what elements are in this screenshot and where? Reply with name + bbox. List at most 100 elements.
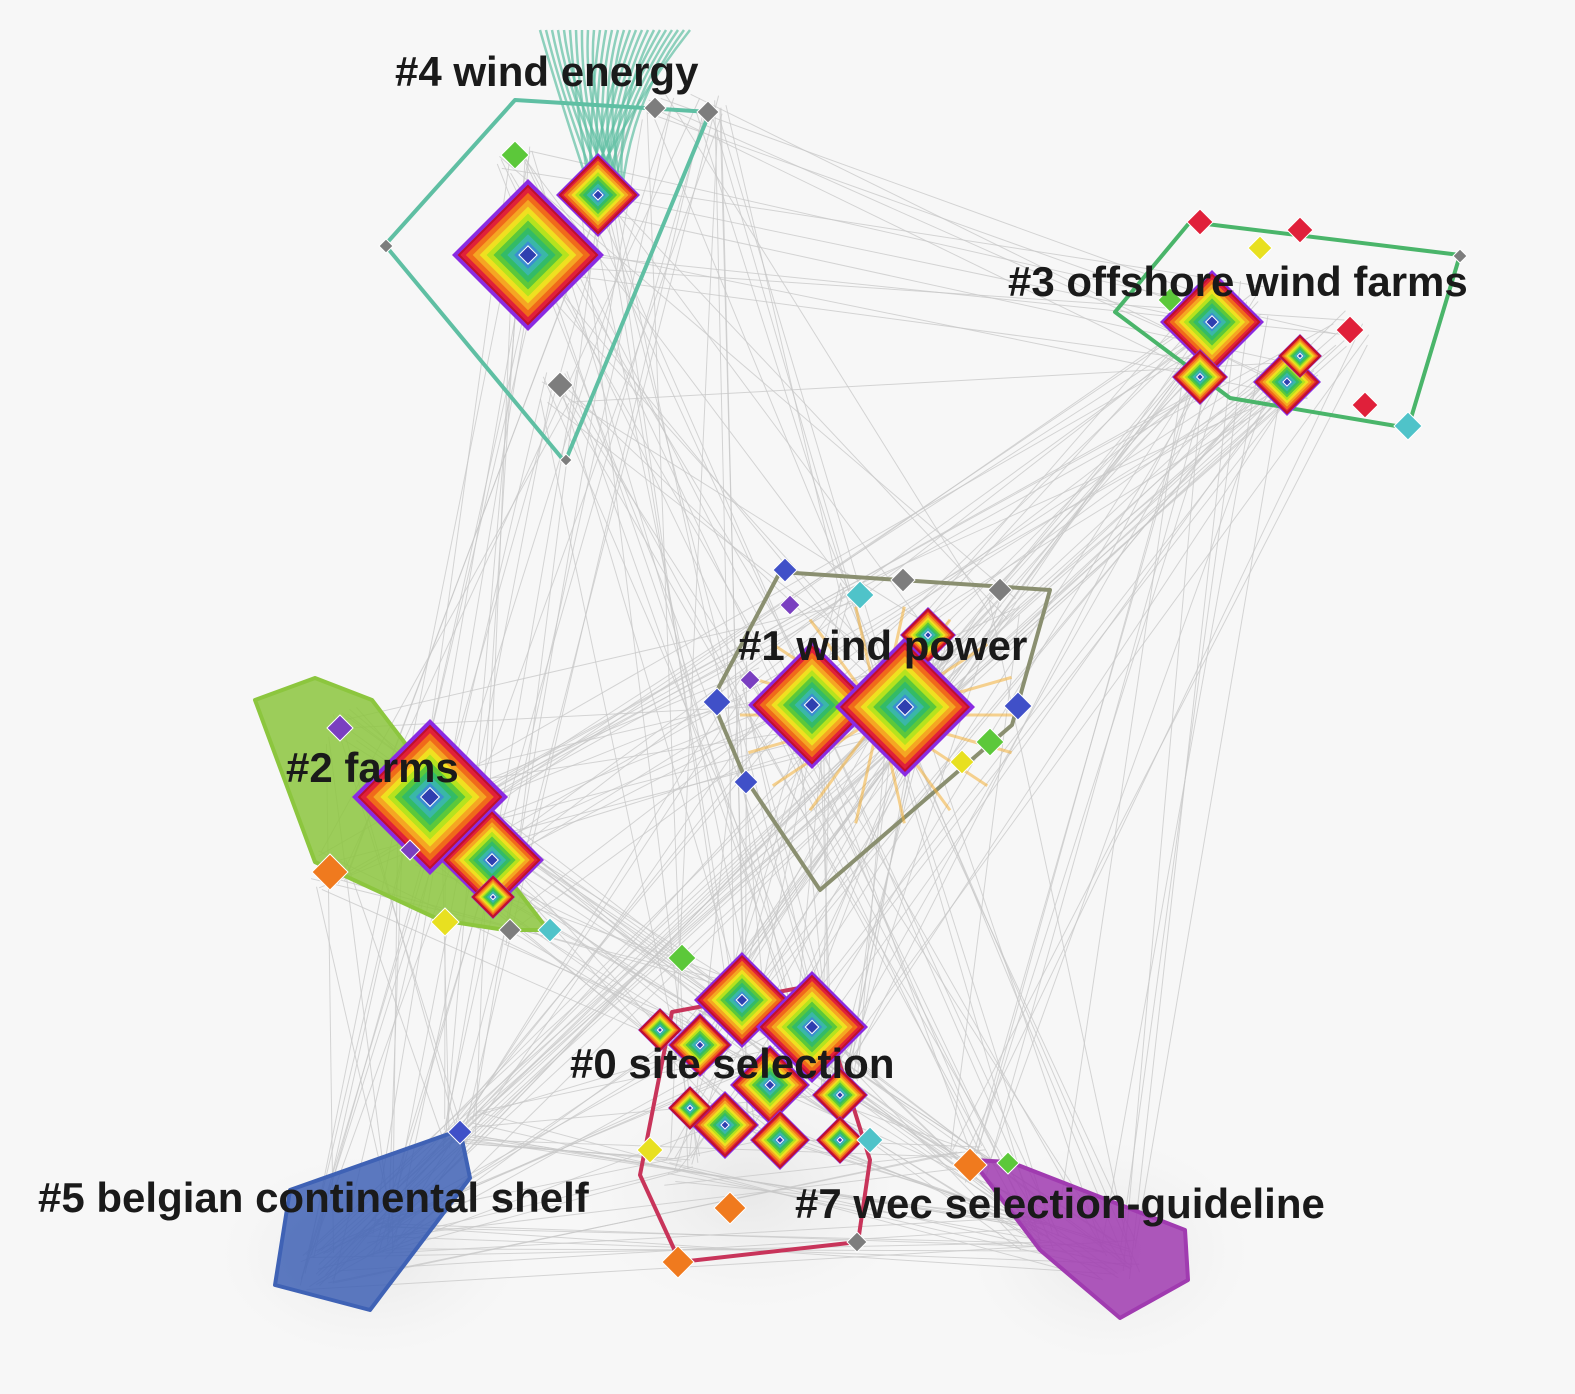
- citation-link: [600, 194, 1210, 323]
- citation-link: [611, 186, 797, 1034]
- citation-node: [1003, 691, 1033, 721]
- citation-link: [346, 323, 1334, 877]
- citation-link: [843, 1094, 967, 1161]
- citation-link: [976, 334, 1206, 1153]
- citation-link: [368, 363, 1312, 1232]
- citation-link: [499, 156, 1016, 599]
- citation-link: [719, 120, 894, 699]
- citation-link: [469, 1054, 681, 1118]
- citation-link: [571, 362, 1279, 403]
- citation-core: [764, 1079, 776, 1091]
- citation-link: [464, 113, 704, 1131]
- citation-link: [542, 376, 828, 1034]
- citation-node: [498, 918, 522, 942]
- citation-link: [850, 722, 895, 1075]
- citation-node: [378, 238, 394, 254]
- citation-link: [767, 364, 1273, 696]
- citation-core: [485, 853, 499, 867]
- citation-link: [989, 357, 1281, 1163]
- cluster-label-7: #7 wec selection-guideline: [795, 1180, 1325, 1227]
- cluster-label-5: #5 belgian continental shelf: [38, 1174, 590, 1221]
- citation-link: [500, 158, 985, 1162]
- cluster-label-3: #3 offshore wind farms: [1008, 258, 1468, 305]
- citation-node: [739, 669, 761, 691]
- citation-link: [425, 292, 1235, 853]
- citation-node: [1247, 235, 1273, 261]
- citation-node: [430, 907, 460, 937]
- citation-link: [300, 97, 675, 1281]
- citation-node: [1351, 391, 1379, 419]
- citation-link: [541, 258, 827, 1087]
- citation-link: [844, 383, 1306, 592]
- citation-node: [500, 140, 530, 170]
- citation-ring-node: [835, 637, 975, 777]
- citation-link: [894, 315, 1223, 714]
- citation-node: [311, 853, 349, 891]
- citation-node: [733, 769, 759, 795]
- citation-link: [922, 718, 1103, 1249]
- citation-link: [647, 112, 1220, 318]
- citation-core: [695, 1040, 705, 1050]
- citation-node: [1452, 248, 1468, 264]
- citation-core: [803, 696, 821, 714]
- citation-link: [1101, 315, 1269, 1245]
- citation-node: [949, 749, 975, 775]
- citation-link: [764, 364, 1296, 1111]
- citation-node: [537, 917, 563, 943]
- citation-node: [996, 1151, 1020, 1175]
- citation-link: [531, 150, 794, 1030]
- citation-ring-node: [440, 808, 544, 912]
- citation-ring-node: [812, 1067, 868, 1123]
- citation-node: [952, 1147, 988, 1183]
- cluster-hull-5: [273, 1128, 472, 1312]
- citation-core: [1296, 352, 1304, 360]
- citation-node: [975, 727, 1005, 757]
- citation-link: [714, 100, 736, 1010]
- citation-node: [779, 594, 801, 616]
- citation-ring-node: [638, 1008, 682, 1052]
- citation-link: [1122, 310, 1210, 1272]
- citation-link: [599, 179, 839, 1106]
- citation-ring-node: [694, 952, 790, 1048]
- citation-link: [492, 844, 758, 1136]
- citation-core: [720, 1120, 730, 1130]
- citation-ring-node: [352, 719, 508, 875]
- citation-core: [592, 189, 604, 201]
- citation-ring-node: [750, 1110, 810, 1170]
- citation-link: [838, 376, 1202, 1089]
- citation-link: [510, 235, 1308, 400]
- citation-link: [304, 151, 531, 1274]
- citation-link: [305, 370, 1315, 1255]
- citation-core: [895, 697, 915, 717]
- citation-node: [636, 1136, 664, 1164]
- citation-link: [496, 163, 859, 1082]
- citation-link: [541, 381, 959, 644]
- citation-ring-node: [471, 875, 515, 919]
- citation-link: [674, 703, 818, 1172]
- citation-core: [489, 893, 497, 901]
- citation-core: [835, 1090, 845, 1100]
- citation-core: [923, 630, 933, 640]
- citation-node: [661, 1245, 695, 1279]
- citation-node: [399, 839, 421, 861]
- citation-core: [1195, 372, 1205, 382]
- citation-link: [518, 268, 1210, 362]
- citation-core: [775, 1135, 785, 1145]
- citation-link: [646, 108, 689, 1170]
- citation-node: [546, 371, 574, 399]
- citation-node: [1393, 411, 1423, 441]
- cluster-label-0: #0 site selection: [570, 1040, 895, 1087]
- citation-link: [839, 599, 1001, 1091]
- citation-ring-node: [756, 971, 868, 1083]
- citation-link: [328, 1151, 962, 1284]
- citation-ring-node: [668, 1086, 712, 1130]
- citation-node: [702, 687, 732, 717]
- citation-node: [890, 567, 916, 593]
- citation-node: [1157, 287, 1183, 313]
- citation-core: [656, 1026, 664, 1034]
- citation-link: [514, 390, 1196, 915]
- citation-link: [1134, 366, 1286, 1249]
- citation-node: [846, 1231, 868, 1253]
- citation-link: [484, 580, 866, 875]
- citation-link: [557, 382, 1123, 1263]
